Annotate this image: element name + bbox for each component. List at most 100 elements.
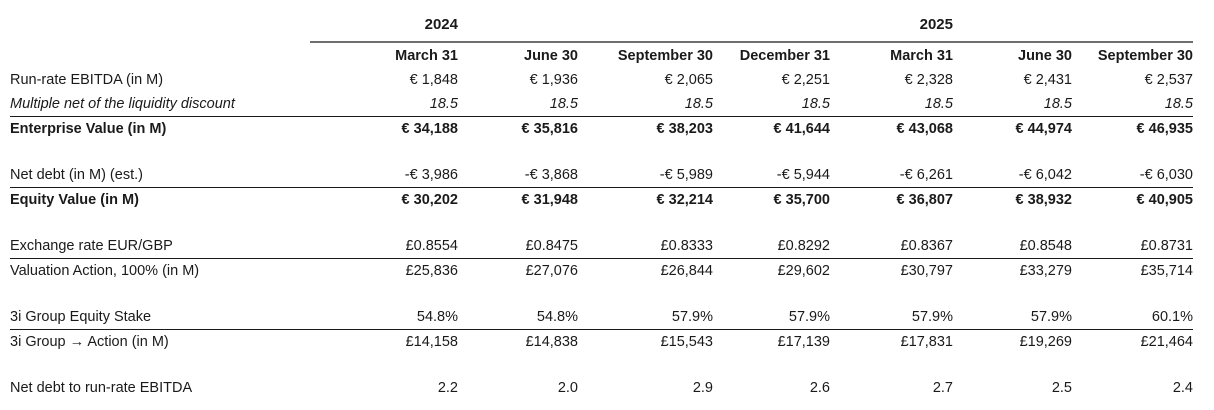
value-cell: € 2,065 — [664, 72, 713, 88]
table-row: Enterprise Value (in M) € 34,188 € 35,816 €… — [10, 116, 1193, 141]
valuation-table-container: 2024 2025 March 31 June 30 September 30 Decem… — [10, 14, 1193, 400]
table-row: Run-rate EBITDA (in M) € 1,848 € 1,936 € 2,… — [10, 68, 1193, 92]
value-cell: 18.5 — [801, 96, 830, 112]
value-cell: € 1,848 — [409, 72, 458, 88]
value-cell: £0.8731 — [1140, 238, 1193, 254]
value-cell: £29,602 — [713, 258, 830, 283]
spacer-cell — [10, 212, 1193, 234]
value-cell: -€ 5,989 — [659, 167, 713, 183]
value-cell: € 30,202 — [310, 187, 458, 212]
value-cell: £26,844 — [578, 258, 713, 283]
spacer-cell — [10, 283, 1193, 305]
column-header: March 31 — [395, 48, 458, 64]
value-cell: € 2,431 — [1023, 72, 1072, 88]
row-label: Run-rate EBITDA (in M) — [10, 72, 164, 88]
value-cell: -€ 6,030 — [1139, 167, 1193, 183]
value-cell: 2.7 — [932, 380, 953, 396]
value-cell: 2.6 — [809, 380, 830, 396]
value-cell: € 41,644 — [713, 116, 830, 141]
value-cell: 2.5 — [1051, 380, 1072, 396]
value-cell: € 35,700 — [713, 187, 830, 212]
value-cell: 18.5 — [429, 96, 458, 112]
value-cell: £0.8367 — [900, 238, 953, 254]
value-cell: £17,831 — [830, 329, 953, 354]
table-row: 3i Group Equity Stake 54.8% 54.8% 57.9% 57.9… — [10, 305, 1193, 330]
row-label: 3i Group → Action (in M) — [10, 329, 310, 354]
value-cell: 2.9 — [692, 380, 713, 396]
value-cell: £21,464 — [1072, 329, 1193, 354]
value-cell: 18.5 — [549, 96, 578, 112]
table-body: Run-rate EBITDA (in M) € 1,848 € 1,936 € 2,… — [10, 68, 1193, 400]
value-cell: £25,836 — [310, 258, 458, 283]
value-cell: £0.8333 — [660, 238, 713, 254]
value-cell: € 40,905 — [1072, 187, 1193, 212]
year-cell — [713, 14, 830, 43]
value-cell: € 38,932 — [953, 187, 1072, 212]
year-label: 2025 — [830, 14, 953, 43]
value-cell: € 31,948 — [458, 187, 578, 212]
value-cell: -€ 6,042 — [1018, 167, 1072, 183]
value-cell: £33,279 — [953, 258, 1072, 283]
value-cell: £14,158 — [310, 329, 458, 354]
value-cell: £17,139 — [713, 329, 830, 354]
year-cell — [953, 14, 1072, 43]
value-cell: -€ 6,261 — [899, 167, 953, 183]
value-cell: € 1,936 — [529, 72, 578, 88]
spacer-row — [10, 283, 1193, 305]
value-cell: 2.4 — [1172, 380, 1193, 396]
value-cell: £0.8554 — [405, 238, 458, 254]
value-cell: € 46,935 — [1072, 116, 1193, 141]
value-cell: 18.5 — [684, 96, 713, 112]
row-label: Multiple net of the liquidity discount — [10, 96, 235, 112]
corner-cell — [10, 14, 310, 42]
value-cell: 18.5 — [924, 96, 953, 112]
value-cell: £27,076 — [458, 258, 578, 283]
row-label: Net debt (in M) (est.) — [10, 167, 143, 183]
row-label: Equity Value (in M) — [10, 187, 310, 212]
value-cell: 60.1% — [1151, 309, 1193, 325]
value-cell: £14,838 — [458, 329, 578, 354]
row-label-header — [10, 42, 310, 68]
row-label: Valuation Action, 100% (in M) — [10, 258, 310, 283]
value-cell: 2.0 — [557, 380, 578, 396]
column-header: June 30 — [1018, 48, 1072, 64]
spacer-cell — [10, 354, 1193, 376]
spacer-cell — [10, 141, 1193, 163]
table-row: Valuation Action, 100% (in M) £25,836 £27,… — [10, 258, 1193, 283]
value-cell: 2.2 — [437, 380, 458, 396]
value-cell: 18.5 — [1164, 96, 1193, 112]
value-cell: £0.8548 — [1019, 238, 1072, 254]
value-cell: 18.5 — [1043, 96, 1072, 112]
year-cell — [578, 14, 713, 43]
row-label: Exchange rate EUR/GBP — [10, 238, 173, 254]
spacer-row — [10, 212, 1193, 234]
value-cell: € 2,251 — [781, 72, 830, 88]
value-cell: 54.8% — [536, 309, 578, 325]
row-label: Net debt to run-rate EBITDA — [10, 380, 193, 396]
table-row: Net debt (in M) (est.) -€ 3,986 -€ 3,868 -€… — [10, 163, 1193, 188]
value-cell: -€ 3,986 — [404, 167, 458, 183]
value-cell: 54.8% — [416, 309, 458, 325]
value-cell: £0.8292 — [777, 238, 830, 254]
table-row: Multiple net of the liquidity discount 18… — [10, 92, 1193, 117]
spacer-row — [10, 354, 1193, 376]
value-cell: € 35,816 — [458, 116, 578, 141]
value-cell: 57.9% — [788, 309, 830, 325]
table-row: 3i Group → Action (in M) £14,158 £14,838 £1… — [10, 329, 1193, 354]
value-cell: 57.9% — [671, 309, 713, 325]
table-row: Net debt to run-rate EBITDA 2.2 2.0 2.9 2.6 2… — [10, 376, 1193, 400]
valuation-table: 2024 2025 March 31 June 30 September 30 Decem… — [10, 14, 1193, 400]
row-label: 3i Group Equity Stake — [10, 309, 152, 325]
column-header: September 30 — [617, 48, 713, 64]
value-cell: £35,714 — [1072, 258, 1193, 283]
value-cell: € 2,328 — [904, 72, 953, 88]
spacer-row — [10, 141, 1193, 163]
row-label: Enterprise Value (in M) — [10, 116, 310, 141]
year-label: 2024 — [310, 14, 458, 43]
value-cell: -€ 5,944 — [776, 167, 830, 183]
column-header: December 31 — [739, 48, 830, 64]
table-row: Exchange rate EUR/GBP £0.8554 £0.8475 £0.83… — [10, 234, 1193, 259]
value-cell: € 2,537 — [1144, 72, 1193, 88]
value-cell: € 38,203 — [578, 116, 713, 141]
value-cell: -€ 3,868 — [524, 167, 578, 183]
